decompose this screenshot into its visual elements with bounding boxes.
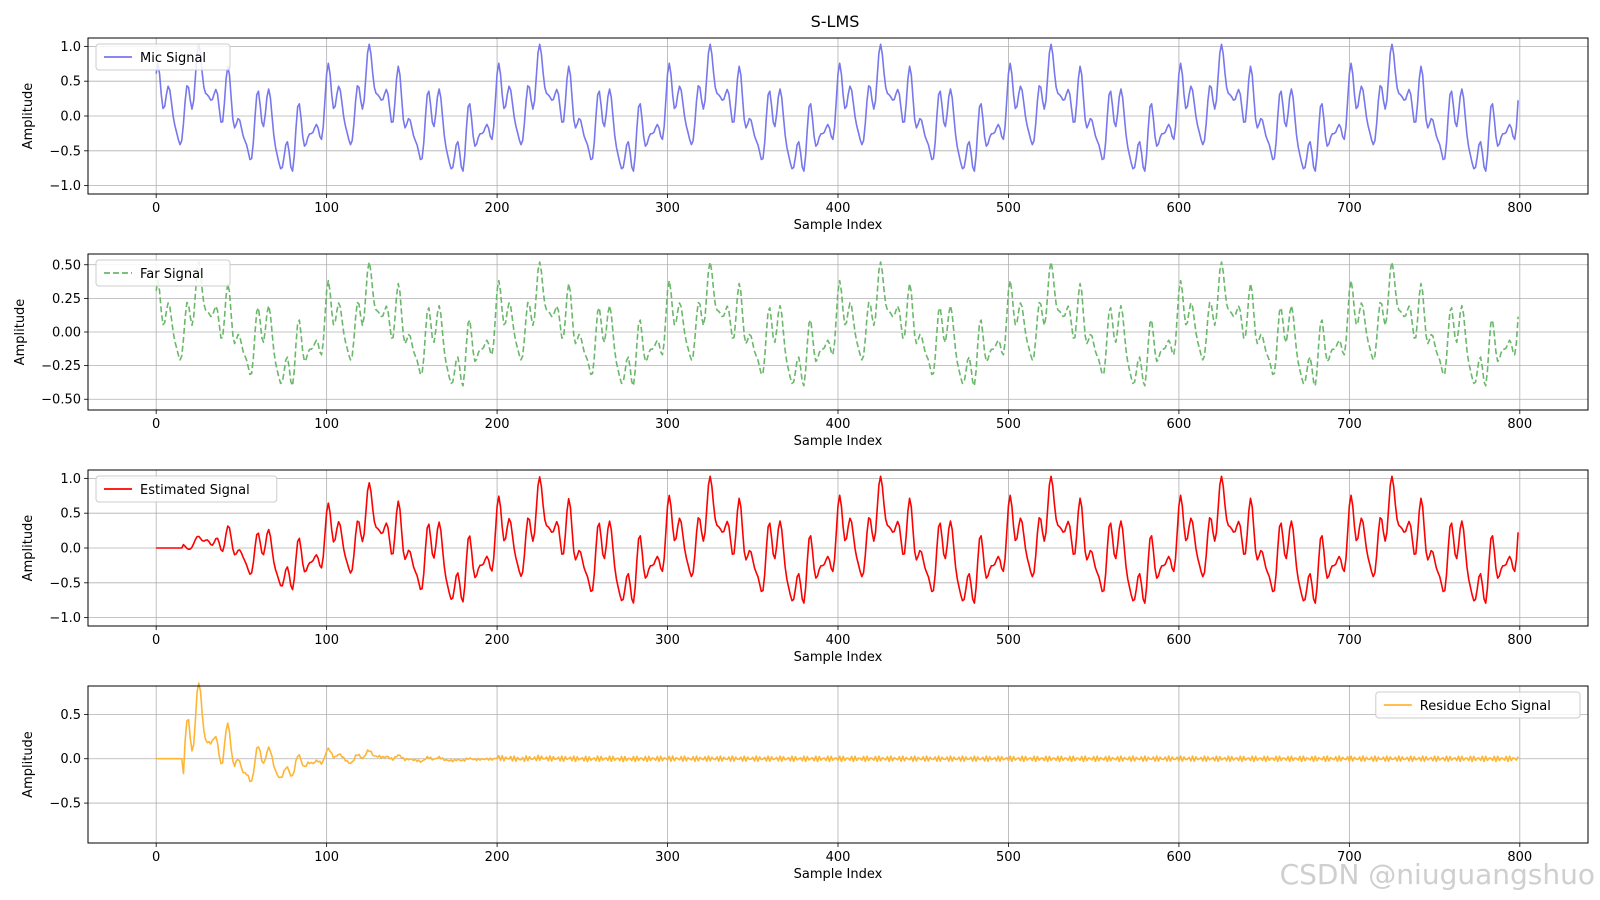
- x-axis-label: Sample Index: [794, 434, 883, 449]
- y-tick-label: 0.5: [60, 507, 81, 522]
- x-axis-label: Sample Index: [794, 650, 883, 665]
- legend-residue: Residue Echo Signal: [1375, 691, 1581, 719]
- legend-label: Residue Echo Signal: [1420, 699, 1551, 714]
- x-tick-label: 100: [314, 417, 339, 432]
- series-line-far: [155, 261, 1519, 387]
- axes-frame: [87, 253, 1589, 411]
- x-tick-label: 100: [314, 633, 339, 648]
- y-tick-label: −0.5: [49, 797, 81, 812]
- x-tick-label: 200: [485, 850, 510, 865]
- x-tick-label: 600: [1166, 417, 1191, 432]
- y-tick-label: −1.0: [49, 611, 81, 626]
- legend-far: Far Signal: [95, 259, 231, 287]
- axes-frame: [87, 37, 1589, 195]
- x-tick-label: 700: [1337, 417, 1362, 432]
- x-tick-label: 300: [655, 633, 680, 648]
- x-tick-label: 500: [996, 201, 1021, 216]
- legend-box: [95, 475, 278, 503]
- x-tick-label: 700: [1337, 850, 1362, 865]
- y-tick-label: 0.5: [60, 708, 81, 723]
- y-tick-label: −1.0: [49, 179, 81, 194]
- x-tick-label: 0: [152, 633, 160, 648]
- y-axis-label: Amplitude: [21, 83, 36, 150]
- watermark-text: CSDN @niuguangshuo: [1280, 858, 1595, 891]
- x-tick-label: 600: [1166, 633, 1191, 648]
- subplots: 0 100 200 300 400 500 600 700 800 1.0 0.5 0.0 −0.5 −1…: [13, 37, 1589, 882]
- x-tick-label: 500: [996, 417, 1021, 432]
- legend-estimated: Estimated Signal: [95, 475, 278, 503]
- x-tick-label: 300: [655, 850, 680, 865]
- legend-box: [1375, 691, 1581, 719]
- figure-title: S-LMS: [811, 12, 860, 31]
- x-tick-label: 400: [826, 201, 851, 216]
- series-line-residue: [156, 682, 1519, 783]
- x-axis-label: Sample Index: [794, 867, 883, 882]
- y-tick-label: 0.0: [60, 542, 81, 557]
- y-tick-label: 0.5: [60, 75, 81, 90]
- subplot-mic: 0 100 200 300 400 500 600 700 800 1.0 0.5 0.0 −0.5 −1…: [21, 37, 1589, 233]
- subplot-far: 0 100 200 300 400 500 600 700 800 0.50 0.25 0.00 −0.…: [13, 253, 1589, 449]
- y-tick-label: −0.50: [41, 393, 81, 408]
- x-tick-label: 100: [314, 201, 339, 216]
- x-tick-label: 300: [655, 417, 680, 432]
- x-tick-label: 400: [826, 850, 851, 865]
- y-tick-label: −0.25: [41, 359, 81, 374]
- x-tick-label: 200: [485, 417, 510, 432]
- legend-box: [95, 259, 231, 287]
- y-tick-label: 0.50: [52, 258, 81, 273]
- axes-frame: [87, 685, 1589, 844]
- y-axis-label: Amplitude: [21, 731, 36, 798]
- x-tick-label: 600: [1166, 201, 1191, 216]
- x-tick-label: 0: [152, 201, 160, 216]
- legend-mic: Mic Signal: [95, 43, 231, 71]
- legend-box: [95, 43, 231, 71]
- x-tick-label: 100: [314, 850, 339, 865]
- y-axis-label: Amplitude: [13, 299, 28, 366]
- y-tick-label: 0.0: [60, 110, 81, 125]
- y-tick-label: 1.0: [60, 472, 81, 487]
- y-tick-label: 1.0: [60, 40, 81, 55]
- x-tick-label: 800: [1507, 417, 1532, 432]
- legend-label: Estimated Signal: [140, 483, 250, 498]
- x-tick-label: 0: [152, 417, 160, 432]
- y-tick-label: 0.0: [60, 752, 81, 767]
- x-tick-label: 400: [826, 633, 851, 648]
- legend-label: Mic Signal: [140, 51, 206, 66]
- x-tick-label: 400: [826, 417, 851, 432]
- x-tick-label: 0: [152, 850, 160, 865]
- series-line-estimated: [156, 475, 1519, 604]
- legend-label: Far Signal: [140, 267, 204, 282]
- y-axis-label: Amplitude: [21, 515, 36, 582]
- x-tick-label: 700: [1337, 633, 1362, 648]
- x-tick-label: 200: [485, 201, 510, 216]
- x-tick-label: 800: [1507, 850, 1532, 865]
- subplot-estimated: 0 100 200 300 400 500 600 700 800 1.0 0.5 0.0 −0.5 −1…: [21, 469, 1589, 665]
- y-tick-label: −0.5: [49, 144, 81, 159]
- subplot-residue: 0 100 200 300 400 500 600 700 800 0.5 0.0 −0.5 Sampl…: [21, 682, 1589, 882]
- y-tick-label: −0.5: [49, 576, 81, 591]
- y-tick-label: 0.00: [52, 326, 81, 341]
- x-tick-label: 300: [655, 201, 680, 216]
- axes-frame: [87, 469, 1589, 627]
- x-axis-label: Sample Index: [794, 218, 883, 233]
- x-tick-label: 600: [1166, 850, 1191, 865]
- x-tick-label: 500: [996, 850, 1021, 865]
- x-tick-label: 800: [1507, 633, 1532, 648]
- y-tick-label: 0.25: [52, 292, 81, 307]
- x-tick-label: 500: [996, 633, 1021, 648]
- x-tick-label: 800: [1507, 201, 1532, 216]
- x-tick-label: 700: [1337, 201, 1362, 216]
- series-line-mic: [155, 43, 1519, 172]
- x-tick-label: 200: [485, 633, 510, 648]
